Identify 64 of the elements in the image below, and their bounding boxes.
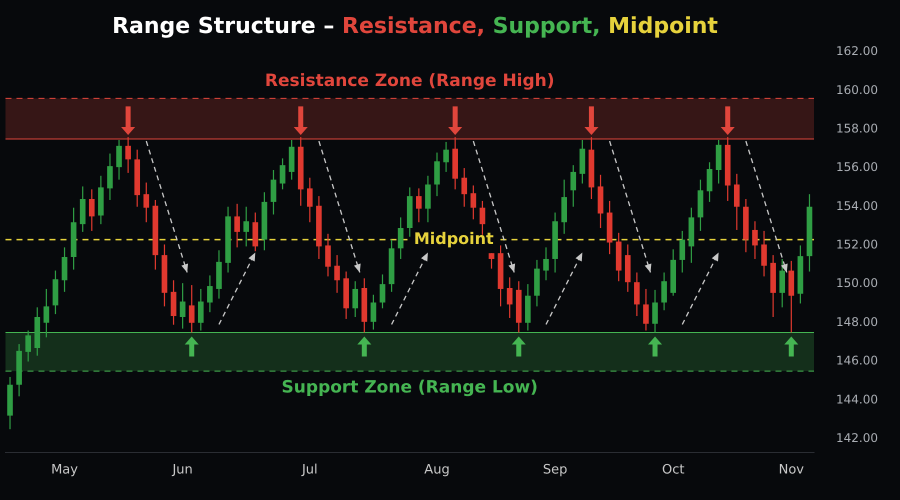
candlestick [180, 282, 186, 330]
candlestick [62, 246, 68, 292]
candlestick [270, 169, 276, 216]
candlestick [570, 164, 576, 208]
y-tick-label: 146.00 [836, 354, 878, 368]
candlestick [307, 177, 313, 223]
candlestick [634, 272, 640, 317]
candlestick [734, 173, 740, 231]
ref-line-label: Midpoint [414, 228, 494, 248]
band-label: Support Zone (Range Low) [282, 378, 538, 398]
candlestick [643, 288, 649, 332]
y-tick-label: 156.00 [836, 160, 878, 174]
x-tick-label: Oct [662, 462, 684, 478]
y-tick-label: 154.00 [836, 198, 878, 213]
candlestick [198, 288, 204, 332]
candlestick [398, 216, 404, 260]
candlestick [652, 289, 658, 334]
candlestick [280, 158, 286, 190]
candlestick [88, 188, 95, 232]
candlestick [370, 294, 376, 330]
candlestick [352, 280, 358, 318]
candlestick [761, 230, 767, 277]
candlestick [470, 184, 476, 220]
candlestick [443, 141, 449, 173]
candlestick [434, 152, 440, 197]
x-tick-label: Jul [300, 462, 318, 478]
band-label: Resistance Zone (Range High) [264, 70, 555, 91]
candlestick [506, 276, 512, 319]
y-tick-label: 152.00 [836, 238, 878, 252]
candlestick [661, 272, 667, 311]
candlestick [107, 152, 113, 201]
candlestick [488, 252, 494, 270]
candlestick [325, 233, 331, 277]
candlestick [334, 254, 340, 294]
x-tick-label: Sep [542, 462, 568, 478]
y-tick-label: 158.00 [836, 121, 878, 136]
candlestick [44, 288, 50, 338]
x-tick-label: May [51, 462, 78, 478]
chart-title: Range Structure – Resistance, Support, Midpoint [112, 14, 718, 39]
candlestick [706, 162, 712, 203]
candlestick [207, 274, 213, 313]
candlestick [125, 136, 131, 174]
y-tick-label: 160.00 [836, 82, 878, 97]
candlestick [779, 258, 786, 308]
candlestick [243, 206, 250, 247]
candlestick [679, 230, 686, 274]
candlestick [25, 330, 32, 362]
candlestick [380, 274, 386, 309]
candlestick [543, 246, 549, 281]
candlestick [416, 188, 422, 223]
candlestick [752, 220, 758, 260]
y-tick-label: 142.00 [836, 430, 878, 445]
candlestick [116, 139, 122, 180]
candlestick [188, 284, 195, 334]
y-tick-label: 144.00 [836, 392, 878, 406]
x-tick-label: Aug [424, 462, 450, 478]
candlestick [461, 167, 468, 208]
y-tick-label: 148.00 [836, 314, 878, 329]
y-tick-label: 162.00 [836, 44, 878, 58]
x-tick-label: Jun [171, 462, 193, 478]
candlestick [234, 203, 240, 248]
x-tick-label: Nov [778, 462, 804, 478]
candlestick [143, 182, 150, 223]
y-tick-label: 150.00 [836, 276, 878, 290]
